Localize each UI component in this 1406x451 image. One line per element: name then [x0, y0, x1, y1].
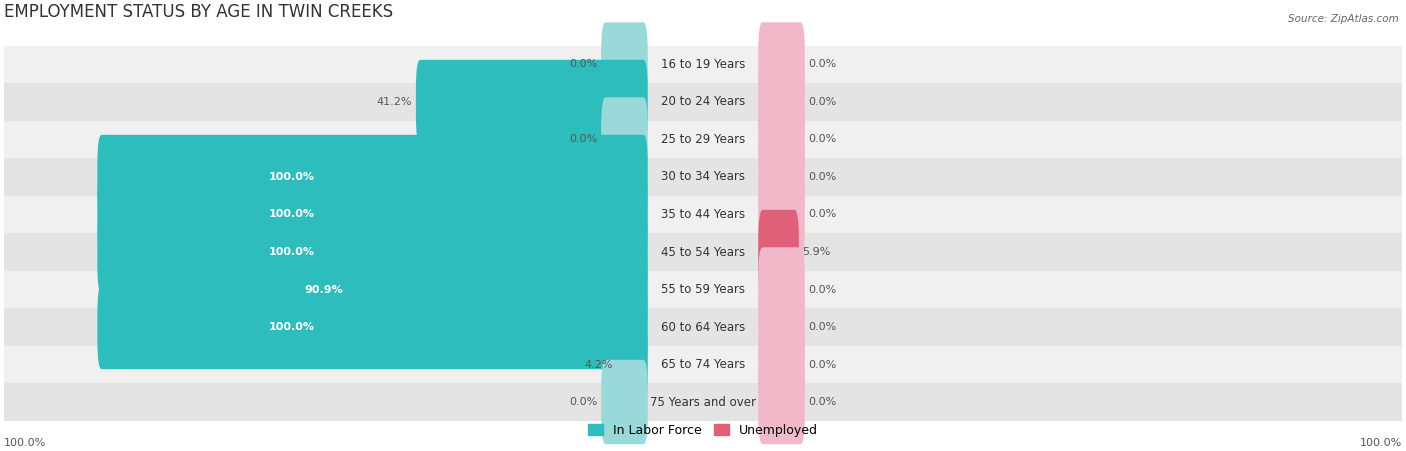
- Text: 5.9%: 5.9%: [803, 247, 831, 257]
- FancyBboxPatch shape: [758, 247, 804, 331]
- Text: 100.0%: 100.0%: [269, 247, 315, 257]
- Text: 0.0%: 0.0%: [808, 97, 837, 107]
- FancyBboxPatch shape: [602, 360, 648, 444]
- Text: 100.0%: 100.0%: [269, 210, 315, 220]
- Bar: [4, 158, 1402, 196]
- Text: 35 to 44 Years: 35 to 44 Years: [661, 208, 745, 221]
- Text: 20 to 24 Years: 20 to 24 Years: [661, 96, 745, 109]
- FancyBboxPatch shape: [602, 97, 648, 182]
- Text: 75 Years and over: 75 Years and over: [650, 396, 756, 409]
- FancyBboxPatch shape: [97, 285, 648, 369]
- Text: EMPLOYMENT STATUS BY AGE IN TWIN CREEKS: EMPLOYMENT STATUS BY AGE IN TWIN CREEKS: [4, 3, 394, 21]
- Text: 0.0%: 0.0%: [808, 134, 837, 144]
- Text: 4.2%: 4.2%: [583, 359, 613, 369]
- Text: 25 to 29 Years: 25 to 29 Years: [661, 133, 745, 146]
- Text: 60 to 64 Years: 60 to 64 Years: [661, 321, 745, 333]
- Bar: [4, 383, 1402, 421]
- Text: 100.0%: 100.0%: [1360, 437, 1402, 448]
- Bar: [4, 196, 1402, 233]
- Text: 0.0%: 0.0%: [808, 322, 837, 332]
- Text: 0.0%: 0.0%: [808, 285, 837, 295]
- Text: 100.0%: 100.0%: [269, 172, 315, 182]
- Text: 100.0%: 100.0%: [269, 322, 315, 332]
- Text: 0.0%: 0.0%: [569, 60, 598, 69]
- FancyBboxPatch shape: [758, 22, 804, 107]
- Bar: [4, 83, 1402, 121]
- FancyBboxPatch shape: [97, 172, 648, 257]
- FancyBboxPatch shape: [758, 322, 804, 407]
- Text: 0.0%: 0.0%: [808, 210, 837, 220]
- Text: 90.9%: 90.9%: [304, 285, 343, 295]
- Legend: In Labor Force, Unemployed: In Labor Force, Unemployed: [583, 419, 823, 442]
- FancyBboxPatch shape: [416, 60, 648, 144]
- Text: 16 to 19 Years: 16 to 19 Years: [661, 58, 745, 71]
- FancyBboxPatch shape: [758, 172, 804, 257]
- Text: 0.0%: 0.0%: [808, 359, 837, 369]
- FancyBboxPatch shape: [602, 22, 648, 107]
- Bar: [4, 121, 1402, 158]
- Text: 0.0%: 0.0%: [569, 134, 598, 144]
- Text: 0.0%: 0.0%: [808, 172, 837, 182]
- Text: 55 to 59 Years: 55 to 59 Years: [661, 283, 745, 296]
- Text: 0.0%: 0.0%: [569, 397, 598, 407]
- Bar: [4, 233, 1402, 271]
- Text: 41.2%: 41.2%: [377, 97, 412, 107]
- FancyBboxPatch shape: [758, 210, 799, 294]
- Bar: [4, 308, 1402, 346]
- FancyBboxPatch shape: [758, 135, 804, 219]
- Text: 65 to 74 Years: 65 to 74 Years: [661, 358, 745, 371]
- FancyBboxPatch shape: [758, 60, 804, 144]
- FancyBboxPatch shape: [758, 285, 804, 369]
- Text: 100.0%: 100.0%: [4, 437, 46, 448]
- FancyBboxPatch shape: [146, 247, 648, 331]
- FancyBboxPatch shape: [758, 360, 804, 444]
- Text: 45 to 54 Years: 45 to 54 Years: [661, 245, 745, 258]
- Text: 30 to 34 Years: 30 to 34 Years: [661, 170, 745, 184]
- FancyBboxPatch shape: [97, 210, 648, 294]
- Text: Source: ZipAtlas.com: Source: ZipAtlas.com: [1288, 14, 1399, 23]
- Text: 0.0%: 0.0%: [808, 60, 837, 69]
- FancyBboxPatch shape: [758, 97, 804, 182]
- FancyBboxPatch shape: [616, 322, 648, 407]
- Bar: [4, 271, 1402, 308]
- Text: 0.0%: 0.0%: [808, 397, 837, 407]
- Bar: [4, 46, 1402, 83]
- Bar: [4, 346, 1402, 383]
- FancyBboxPatch shape: [97, 135, 648, 219]
